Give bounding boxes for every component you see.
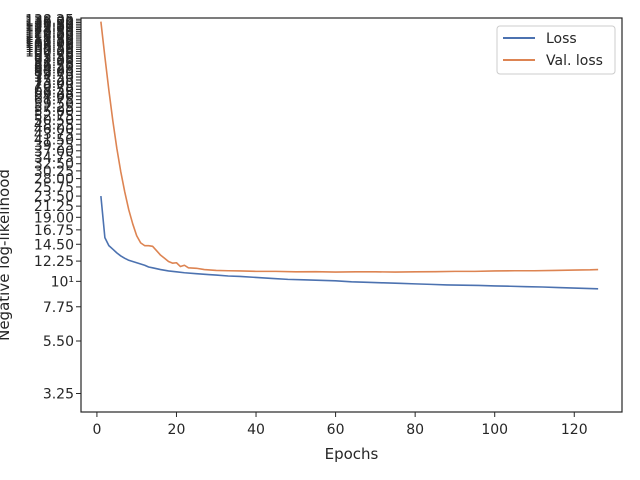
plot-frame	[80, 17, 623, 413]
y-tick-label: 127.00	[25, 21, 74, 37]
y-tick-label: 25.75	[34, 180, 74, 196]
y-tick-label: 97.75	[34, 47, 74, 63]
series-line-loss	[100, 196, 599, 290]
y-tick-label: 136.00	[25, 14, 74, 30]
y-tick-label: 14.50	[34, 237, 74, 253]
y-tick-label: 37.00	[34, 144, 74, 160]
y-tick-label: 32.50	[34, 157, 74, 173]
y-tick-label: 43.75	[34, 127, 74, 143]
x-tick-label: 120	[561, 422, 588, 438]
y-tick-label: 109.00	[25, 36, 74, 52]
y-tick-label: 95.50	[34, 49, 74, 65]
y-tick-label: 48.25	[34, 117, 74, 133]
y-tick-label: 16.75	[34, 223, 74, 239]
x-axis-ticks: 0 20 40 60 80 100 120	[92, 412, 588, 438]
x-tick-label: 60	[327, 422, 345, 438]
y-tick-label: 5.50	[43, 334, 74, 350]
y-tick-label: 100.00	[25, 45, 74, 61]
y-tick-label: 70.75	[34, 79, 74, 95]
y-tick-label: 77.50	[34, 70, 74, 86]
y-tick-label: 23.50	[34, 189, 74, 205]
series-line-val-loss	[100, 21, 599, 273]
y-tick-label: 57.25	[34, 100, 74, 116]
y-tick-label: 59.50	[34, 96, 74, 112]
y-tick-label: 129.25	[25, 19, 74, 35]
legend-entry-loss: Loss	[546, 31, 577, 47]
y-tick-label: 88.75	[34, 56, 74, 72]
x-tick-label: 0	[92, 422, 101, 438]
y-tick-label: 66.25	[34, 86, 74, 102]
y-tick-label: 21.25	[34, 199, 74, 215]
y-tick-label: 73.00	[34, 76, 74, 92]
x-tick-label: 20	[168, 422, 186, 438]
y-tick-label: 120.25	[25, 26, 74, 42]
legend-entry-val-loss: Val. loss	[546, 53, 603, 69]
y-tick-label: 86.50	[34, 59, 74, 75]
series-layer	[100, 21, 599, 290]
y-tick-label: 75.25	[34, 73, 74, 89]
y-tick-label: 84.25	[34, 62, 74, 78]
y-tick-label: 82.00	[34, 64, 74, 80]
y-axis-label: Negative log-likelihood	[0, 169, 13, 341]
y-tick-label: 118.00	[25, 28, 74, 44]
y-tick-label: 41.50	[34, 132, 74, 148]
y-tick-label: 46.00	[34, 122, 74, 138]
y-tick-label: 55.00	[34, 104, 74, 120]
x-tick-label: 100	[481, 422, 508, 438]
y-tick-label: 113.50	[25, 32, 74, 48]
y-tick-label: 122.50	[25, 24, 74, 40]
y-tick-label: 52.75	[34, 108, 74, 124]
y-tick-label: 34.75	[34, 150, 74, 166]
y-tick-label: 3.25	[43, 386, 74, 402]
y-axis-ticks: 3.25 5.50 7.75 10¹ 12.2514.5016.7519.0021.25…	[25, 12, 81, 402]
x-tick-label: 80	[406, 422, 424, 438]
y-tick-label: 115.75	[25, 30, 74, 46]
y-tick-label: 10¹	[51, 274, 74, 290]
y-tick-label: 12.25	[34, 254, 74, 270]
x-axis-label: Epochs	[325, 445, 379, 463]
y-tick-label: 93.25	[34, 52, 74, 68]
y-tick-label: 7.75	[43, 300, 74, 316]
y-tick-label: 102.25	[25, 42, 74, 58]
y-tick-label: 79.75	[34, 67, 74, 83]
y-tick-label: 61.75	[34, 93, 74, 109]
y-tick-label: 131.50	[25, 17, 74, 33]
y-tick-label: 104.50	[25, 40, 74, 56]
y-tick-label: 39.25	[34, 138, 74, 154]
y-tick-label: 138.25	[25, 12, 74, 28]
x-tick-label: 40	[247, 422, 265, 438]
y-tick-label: 111.25	[25, 34, 74, 50]
y-tick-label: 64.00	[34, 89, 74, 105]
legend: Loss Val. loss	[496, 25, 616, 75]
y-tick-label: 133.75	[25, 16, 74, 32]
y-tick-label: 124.75	[25, 23, 74, 39]
y-tick-label: 19.00	[34, 210, 74, 226]
y-tick-label: 50.50	[34, 113, 74, 129]
y-tick-label: 91.00	[34, 54, 74, 70]
y-tick-label: 28.00	[34, 172, 74, 188]
y-tick-label: 68.50	[34, 82, 74, 98]
y-tick-label: 30.25	[34, 164, 74, 180]
y-tick-label: 106.75	[25, 38, 74, 54]
